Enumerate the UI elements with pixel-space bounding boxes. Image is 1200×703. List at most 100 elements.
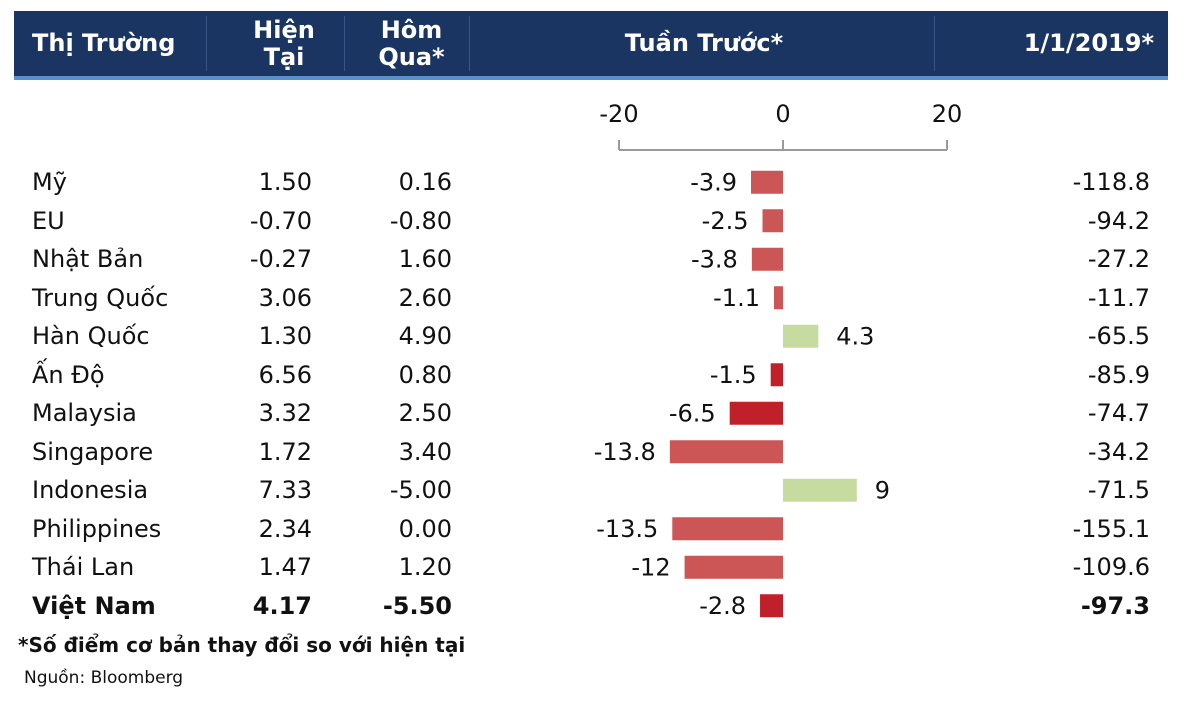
header-ytd: 1/1/2019* [1023,29,1154,57]
cell-ytd: -155.1 [1072,515,1150,543]
table-header: Thị Trường Hiện Tại Hôm Qua* Tuần Trước* 1… [14,11,1168,80]
cell-market: Việt Nam [32,592,156,620]
data-label: -3.8 [691,245,738,273]
cell-market: Nhật Bản [32,245,144,273]
table-row: Hàn Quốc 1.30 4.90 -65.5 [0,317,1200,355]
header-yesterday: Hôm Qua* [378,15,445,71]
cell-yesterday: -5.00 [389,476,452,504]
cell-now: 6.56 [258,361,312,389]
cell-ytd: -94.2 [1087,207,1150,235]
tick-label: 0 [775,100,790,128]
cell-now: 3.06 [258,284,312,312]
table-row: EU -0.70 -0.80 -94.2 [0,202,1200,240]
tick-label: 20 [932,100,963,128]
cell-now: 3.32 [258,399,312,427]
data-label: -13.8 [594,438,656,466]
table-row: Trung Quốc 3.06 2.60 -11.7 [0,279,1200,317]
table-row: Philippines 2.34 0.00 -155.1 [0,510,1200,548]
cell-yesterday: -5.50 [382,592,452,620]
cell-yesterday: 1.20 [398,553,452,581]
cell-market: Singapore [32,438,154,466]
bar [762,209,783,233]
cell-yesterday: 2.60 [398,284,452,312]
cell-market: Philippines [32,515,162,543]
data-label: -1.1 [713,284,760,312]
cell-market: Trung Quốc [32,284,169,312]
source-note: Nguồn: Bloomberg [24,668,184,688]
bar [773,286,783,310]
chart-axis: -20 0 20 [599,100,963,151]
header-last-week: Tuần Trước* [624,29,784,57]
cell-now: -0.27 [249,245,312,273]
table-row: Thái Lan 1.47 1.20 -109.6 [0,548,1200,586]
table-row: Nhật Bản -0.27 1.60 -27.2 [0,240,1200,278]
data-label: -13.5 [596,515,658,543]
cell-yesterday: 3.40 [398,438,452,466]
cell-market: Malaysia [32,399,137,427]
cell-ytd: -109.6 [1072,553,1150,581]
data-label: -2.5 [702,207,749,235]
cell-ytd: -71.5 [1087,476,1150,504]
header-now: Hiện Tại [253,15,315,71]
cell-ytd: -118.8 [1072,168,1150,196]
header-separator [469,16,470,71]
cell-market: Mỹ [32,168,67,196]
cell-now: 7.33 [258,476,312,504]
data-label: 4.3 [836,322,874,350]
cell-yesterday: 0.00 [398,515,452,543]
header-separator [344,16,345,71]
cell-yesterday: 0.16 [398,168,452,196]
data-label: -3.9 [690,168,737,196]
cell-market: Thái Lan [32,553,135,581]
cell-market: EU [32,207,65,235]
data-label: -2.8 [699,592,746,620]
cell-now: 1.30 [258,322,312,350]
cell-now: 1.72 [258,438,312,466]
cell-now: -0.70 [249,207,312,235]
cell-now: 1.47 [258,553,312,581]
bar [751,247,783,271]
header-separator [934,16,935,71]
table-row: Malaysia 3.32 2.50 -74.7 [0,394,1200,432]
cell-ytd: -74.7 [1087,399,1150,427]
bar [770,363,783,387]
cell-now: 4.17 [252,592,312,620]
data-label: -1.5 [710,361,757,389]
cell-now: 1.50 [258,168,312,196]
bar [729,401,783,425]
data-label: 9 [875,476,890,504]
table-row: Mỹ 1.50 0.16 -118.8 [0,163,1200,201]
bar [751,170,783,194]
cell-ytd: -34.2 [1087,438,1150,466]
bar [672,517,783,541]
cell-ytd: -27.2 [1087,245,1150,273]
table-row: Indonesia 7.33 -5.00 -71.5 [0,471,1200,509]
bar [783,478,857,502]
cell-yesterday: 1.60 [398,245,452,273]
cell-ytd: -85.9 [1087,361,1150,389]
tick-label: -20 [599,100,638,128]
table-row: Singapore 1.72 3.40 -34.2 [0,433,1200,471]
cell-ytd: -65.5 [1087,322,1150,350]
bar [669,440,783,464]
cell-now: 2.34 [258,515,312,543]
table-row-highlight: Việt Nam 4.17 -5.50 -97.3 [0,587,1200,625]
table-row: Ấn Độ 6.56 0.80 -85.9 [0,356,1200,394]
header-market: Thị Trường [32,29,176,57]
cell-yesterday: -0.80 [389,207,452,235]
footnote: *Số điểm cơ bản thay đổi so với hiện tại [18,633,466,657]
bar [783,324,819,348]
cell-ytd: -11.7 [1087,284,1150,312]
bar [760,594,783,618]
cell-ytd: -97.3 [1080,592,1150,620]
cell-market: Hàn Quốc [32,322,150,350]
header-separator [206,16,207,71]
data-label: -6.5 [669,399,716,427]
cell-market: Indonesia [32,476,149,504]
bar [684,555,783,579]
data-label: -12 [631,553,670,581]
chart-bars: -3.9 -2.5 -3.8 -1.1 4.3 -1.5 -6.5 -13.8 9 -13.5 -1… [594,168,890,620]
cell-yesterday: 2.50 [398,399,452,427]
cell-yesterday: 4.90 [398,322,452,350]
